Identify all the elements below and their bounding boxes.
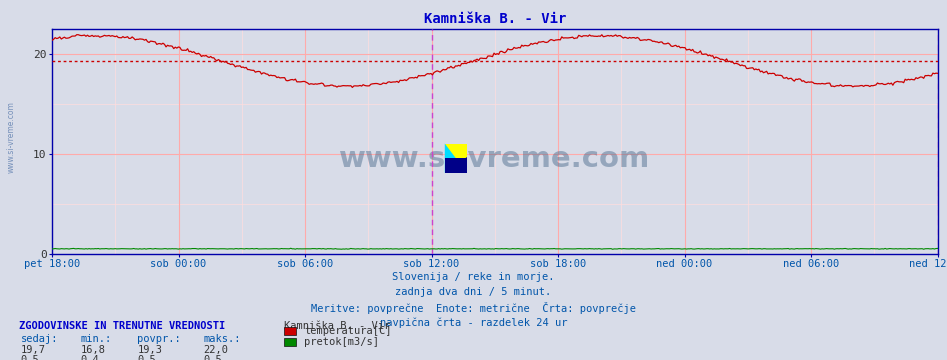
Text: Meritve: povprečne  Enote: metrične  Črta: povprečje: Meritve: povprečne Enote: metrične Črta:… xyxy=(311,302,636,314)
Polygon shape xyxy=(445,157,467,173)
Text: maks.:: maks.: xyxy=(204,334,241,344)
Text: 0,5: 0,5 xyxy=(204,355,223,360)
Text: 16,8: 16,8 xyxy=(80,345,105,355)
Polygon shape xyxy=(445,158,467,173)
Text: zadnja dva dni / 5 minut.: zadnja dva dni / 5 minut. xyxy=(396,287,551,297)
Text: ZGODOVINSKE IN TRENUTNE VREDNOSTI: ZGODOVINSKE IN TRENUTNE VREDNOSTI xyxy=(19,321,225,331)
Text: www.si-vreme.com: www.si-vreme.com xyxy=(339,145,651,173)
Text: 0,4: 0,4 xyxy=(80,355,99,360)
Text: temperatura[C]: temperatura[C] xyxy=(304,326,391,336)
Text: sedaj:: sedaj: xyxy=(21,334,59,344)
Text: povpr.:: povpr.: xyxy=(137,334,181,344)
Polygon shape xyxy=(445,144,467,173)
Text: pretok[m3/s]: pretok[m3/s] xyxy=(304,337,379,347)
Bar xyxy=(445,144,467,173)
Text: 0,5: 0,5 xyxy=(21,355,40,360)
Text: www.si-vreme.com: www.si-vreme.com xyxy=(7,101,16,173)
Text: navpična črta - razdelek 24 ur: navpična črta - razdelek 24 ur xyxy=(380,317,567,328)
Text: min.:: min.: xyxy=(80,334,112,344)
Text: 22,0: 22,0 xyxy=(204,345,228,355)
Text: Kamniška B. - Vir: Kamniška B. - Vir xyxy=(284,321,390,331)
Title: Kamniška B. - Vir: Kamniška B. - Vir xyxy=(423,12,566,26)
Text: 0,5: 0,5 xyxy=(137,355,156,360)
Text: 19,7: 19,7 xyxy=(21,345,45,355)
Text: Slovenija / reke in morje.: Slovenija / reke in morje. xyxy=(392,272,555,282)
Text: 19,3: 19,3 xyxy=(137,345,162,355)
